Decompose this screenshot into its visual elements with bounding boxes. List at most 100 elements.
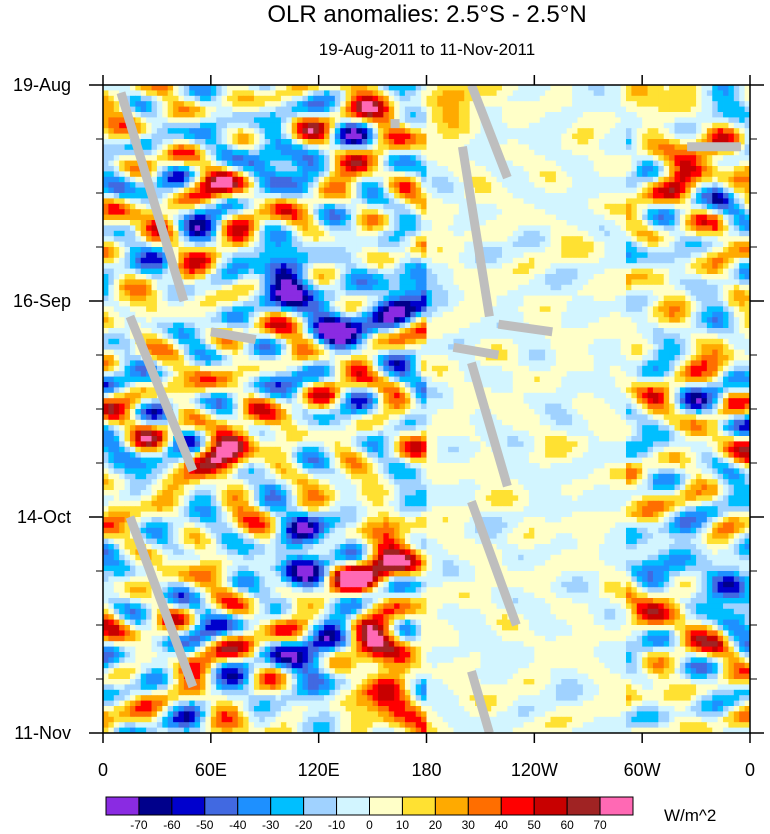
heatmap-cell [318, 112, 325, 118]
heatmap-cell [550, 268, 557, 275]
heatmap-cell [588, 247, 595, 253]
heatmap-cell [561, 252, 568, 259]
heatmap-cell [394, 133, 400, 140]
heatmap-cell [669, 214, 675, 221]
heatmap-cell [501, 203, 508, 210]
heatmap-cell [588, 225, 595, 232]
heatmap-cell [232, 128, 239, 134]
heatmap-cell [593, 225, 600, 232]
heatmap-cell [588, 295, 595, 302]
heatmap-cell [599, 284, 605, 291]
heatmap-cell [103, 268, 109, 275]
heatmap-cell [663, 263, 670, 269]
heatmap-cell [162, 263, 169, 269]
heatmap-cell [388, 214, 395, 221]
heatmap-cell [566, 187, 573, 194]
heatmap-cell [458, 117, 465, 124]
heatmap-cell [318, 101, 325, 107]
heatmap-cell [577, 252, 584, 259]
heatmap-cell [361, 106, 368, 113]
heatmap-cell [496, 257, 503, 264]
heatmap-cell [599, 290, 605, 296]
heatmap-cell [189, 214, 196, 221]
heatmap-cell [151, 230, 158, 237]
heatmap-cell [733, 112, 740, 118]
heatmap-cell [216, 263, 223, 269]
heatmap-cell [383, 284, 390, 291]
heatmap-cell [259, 90, 266, 97]
heatmap-cell [501, 101, 508, 107]
heatmap-cell [151, 247, 158, 253]
heatmap-cell [620, 214, 627, 221]
heatmap-cell [577, 268, 584, 275]
heatmap-cell [103, 171, 109, 178]
heatmap-cell [334, 193, 341, 199]
heatmap-cell [200, 203, 206, 210]
heatmap-cell [135, 198, 142, 205]
heatmap-cell [723, 279, 729, 286]
heatmap-cell [588, 236, 595, 242]
heatmap-cell [340, 90, 347, 97]
heatmap-cell [739, 139, 746, 145]
heatmap-cell [744, 214, 750, 221]
heatmap-cell [313, 155, 320, 161]
heatmap-cell [264, 220, 271, 226]
heatmap-cell [442, 220, 449, 226]
heatmap-cell [739, 182, 746, 188]
heatmap-cell [210, 176, 217, 183]
heatmap-cell [631, 220, 638, 226]
heatmap-cell [291, 133, 298, 140]
heatmap-cell [404, 106, 411, 113]
heatmap-cell [237, 214, 244, 221]
heatmap-cell [146, 203, 152, 210]
heatmap-cell [275, 225, 282, 232]
heatmap-cell [426, 176, 433, 183]
heatmap-cell [286, 182, 293, 188]
heatmap-cell [178, 149, 185, 156]
heatmap-cell [248, 295, 255, 302]
heatmap-cell [458, 257, 465, 264]
heatmap-cell [674, 171, 681, 178]
heatmap-cell [113, 209, 120, 215]
heatmap-cell [313, 225, 320, 232]
heatmap-cell [464, 225, 471, 232]
heatmap-cell [248, 128, 255, 134]
heatmap-cell [253, 128, 260, 134]
heatmap-cell [205, 230, 212, 237]
heatmap-cell [167, 306, 174, 313]
heatmap-cell [733, 198, 740, 205]
heatmap-cell [491, 236, 497, 242]
heatmap-cell [367, 112, 373, 118]
heatmap-cell [480, 220, 487, 226]
heatmap-cell [345, 166, 352, 172]
heatmap-cell [194, 128, 201, 134]
heatmap-cell [146, 241, 152, 248]
heatmap-cell [572, 198, 578, 205]
heatmap-cell [135, 209, 142, 215]
heatmap-cell [566, 171, 573, 178]
heatmap-cell [437, 252, 444, 259]
heatmap-cell [248, 214, 255, 221]
heatmap-cell [717, 106, 724, 113]
heatmap-cell [512, 279, 519, 286]
heatmap-cell [302, 90, 309, 97]
heatmap-cell [609, 290, 616, 296]
heatmap-cell [421, 257, 427, 264]
heatmap-cell [572, 284, 578, 291]
heatmap-cell [496, 209, 503, 215]
heatmap-cell [679, 122, 686, 129]
heatmap-cell [372, 236, 379, 242]
heatmap-cell [232, 230, 239, 237]
heatmap-cell [674, 85, 681, 91]
heatmap-cell [469, 101, 476, 107]
heatmap-cell [345, 290, 352, 296]
heatmap-cell [361, 171, 368, 178]
heatmap-cell [701, 257, 708, 264]
heatmap-cell [421, 182, 427, 188]
heatmap-cell [685, 139, 692, 145]
heatmap-cell [566, 284, 573, 291]
heatmap-cell [620, 284, 627, 291]
heatmap-cell [151, 166, 158, 172]
heatmap-cell [243, 247, 249, 253]
